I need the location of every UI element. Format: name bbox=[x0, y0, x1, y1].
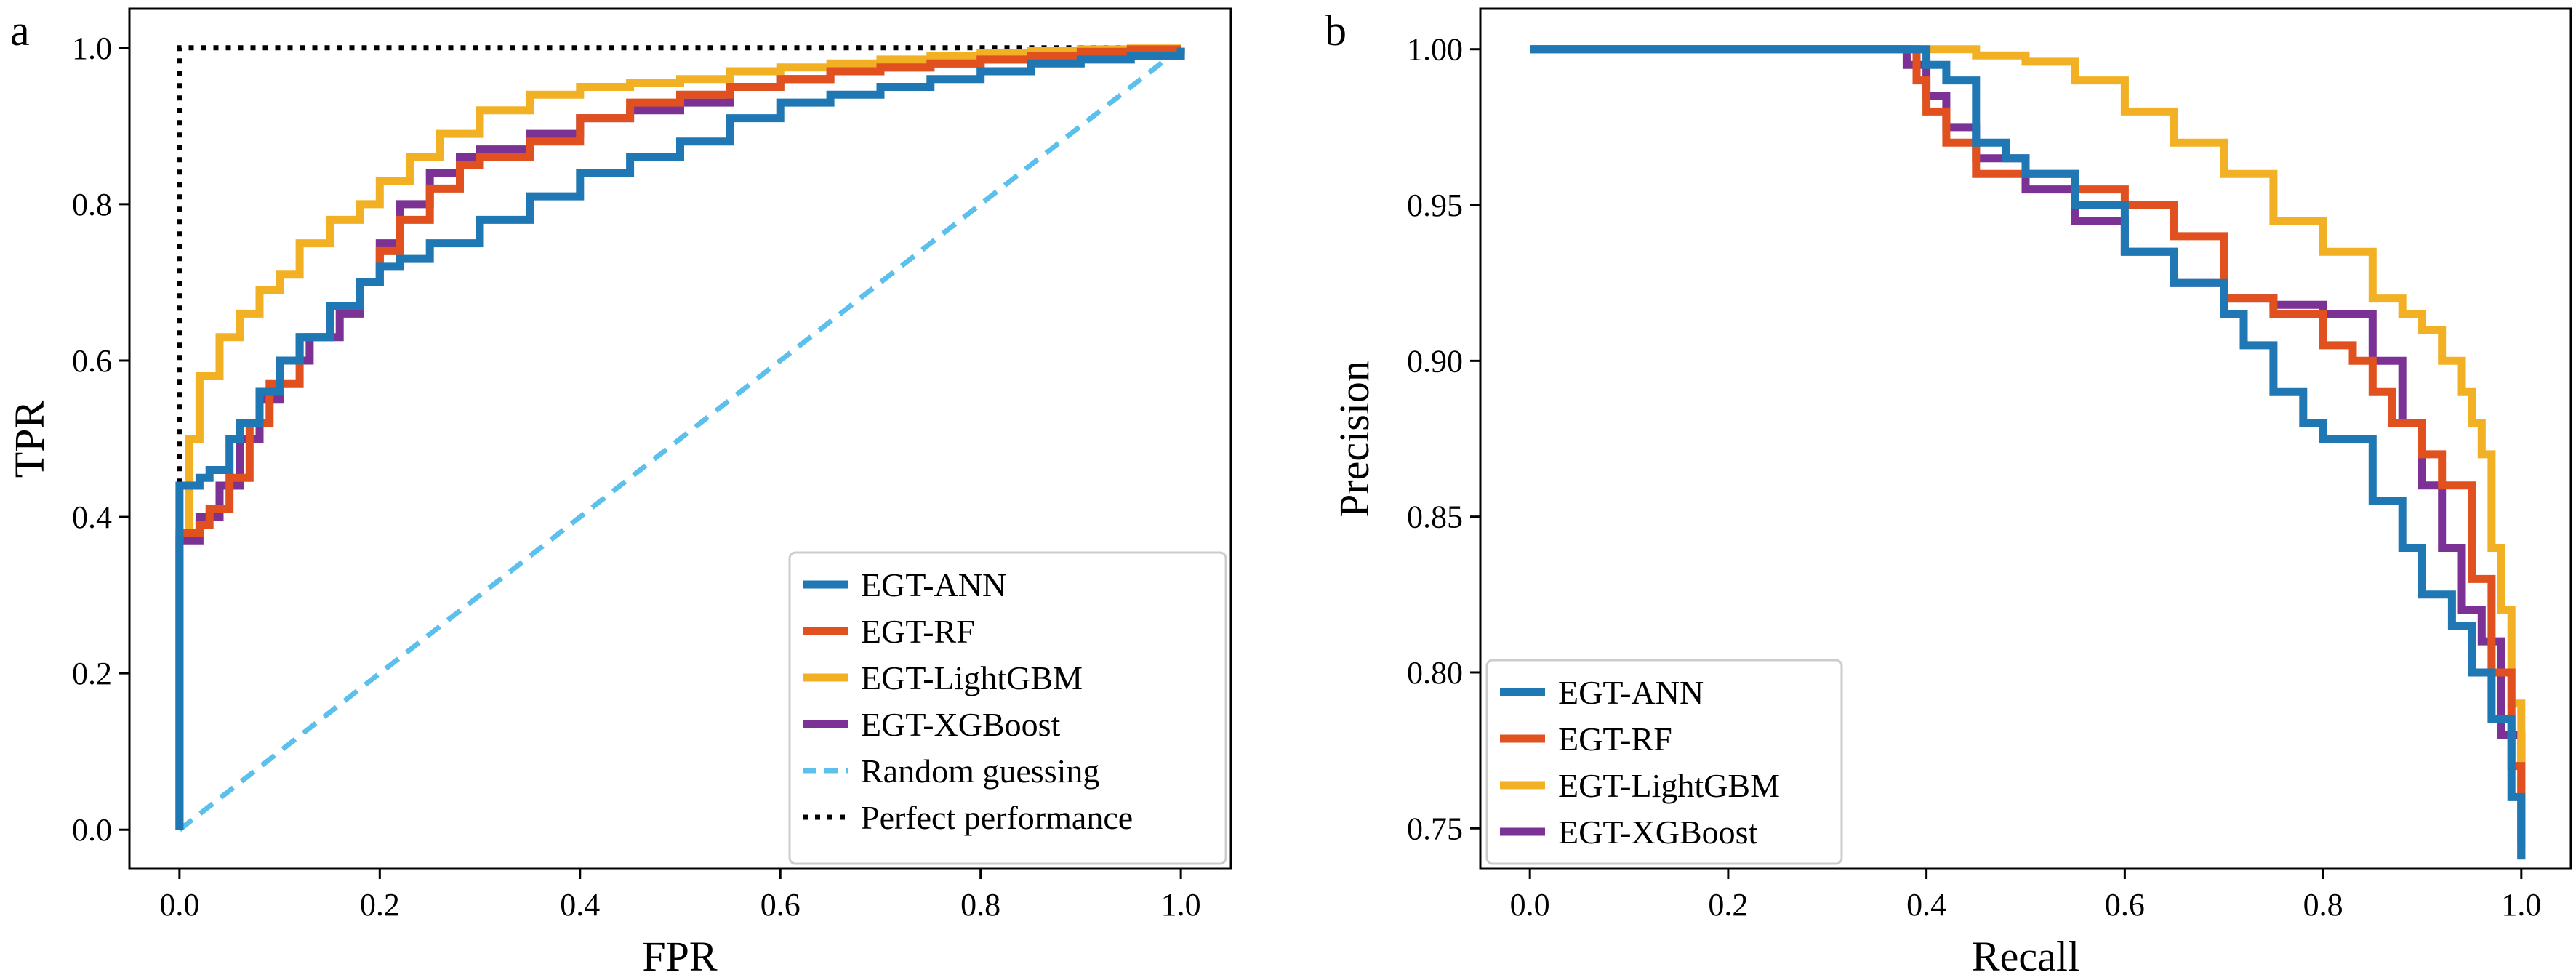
panel-b-y-tick-label: 0.75 bbox=[1407, 811, 1463, 846]
panel-b-y-tick-label: 0.90 bbox=[1407, 343, 1463, 379]
panel-a-legend-label: EGT-ANN bbox=[861, 566, 1006, 603]
panel-a-y-axis-label: TPR bbox=[6, 401, 53, 478]
panel-b-legend: EGT-ANN EGT-RF EGT-LightGBM EGT-XGBoost bbox=[1485, 659, 1843, 865]
panel-a-y-tick-label: 0.2 bbox=[72, 656, 112, 691]
panel-b-series-egt-ann bbox=[1530, 45, 2526, 860]
panel-a-ticks: 0.0 0.2 0.4 0.6 0.8 1.0 0.0 0.2 0.4 0.6 0.8 1.0 bbox=[72, 31, 1201, 923]
panel-a-legend-label: Random guessing bbox=[861, 752, 1099, 790]
panel-b-plot-frame bbox=[1479, 7, 2572, 870]
panel-a-legend-label: EGT-XGBoost bbox=[861, 706, 1061, 743]
panel-a-x-axis-label: FPR bbox=[642, 933, 718, 980]
panel-b-legend-label: EGT-XGBoost bbox=[1558, 814, 1758, 851]
panel-a-legend-box bbox=[788, 551, 1227, 865]
panel-a-series-egt-ann bbox=[175, 47, 1185, 830]
panel-a-legend-label: Perfect performance bbox=[861, 799, 1133, 836]
panel-a-x-tick-label: 1.0 bbox=[1161, 887, 1201, 923]
panel-b-pr-chart: b 0.0 0.2 0.4 0.6 0.8 1.0 0.75 0.80 0.85 0.90 0.95… bbox=[1325, 7, 2572, 980]
panel-a-x-tick-label: 0.6 bbox=[761, 887, 801, 923]
panel-a-x-tick-label: 0.0 bbox=[159, 887, 199, 923]
panel-a-legend-label: EGT-RF bbox=[861, 613, 975, 650]
panel-b-legend-label: EGT-ANN bbox=[1558, 674, 1704, 711]
panel-a-y-tick-label: 0.6 bbox=[72, 343, 112, 379]
panel-a-y-tick-label: 1.0 bbox=[72, 31, 112, 66]
panel-b-y-tick-label: 1.00 bbox=[1407, 32, 1463, 68]
panel-b-y-tick-label: 0.80 bbox=[1407, 655, 1463, 691]
panel-b-x-axis-label: Recall bbox=[1972, 933, 2079, 980]
panel-a-y-tick-label: 0.0 bbox=[72, 812, 112, 848]
panel-a-series-random-guessing bbox=[177, 46, 1183, 832]
panel-b-x-tick-label: 1.0 bbox=[2501, 887, 2541, 923]
panel-b-legend-label: EGT-RF bbox=[1558, 720, 1672, 758]
panel-b-x-tick-label: 0.0 bbox=[1510, 887, 1550, 923]
panel-b-y-tick-label: 0.85 bbox=[1407, 499, 1463, 535]
panel-b-legend-box bbox=[1485, 659, 1843, 865]
panel-b-series-egt-lightgbm bbox=[1530, 45, 2526, 829]
panel-b-series bbox=[1530, 45, 2526, 860]
panel-a-x-tick-label: 0.8 bbox=[960, 887, 1000, 923]
panel-a-series bbox=[175, 44, 1185, 832]
panel-b-ticks: 0.0 0.2 0.4 0.6 0.8 1.0 0.75 0.80 0.85 0.90 0.95 1.… bbox=[1407, 32, 2541, 923]
panel-a-y-tick-label: 0.8 bbox=[72, 187, 112, 222]
panel-a-legend-label: EGT-LightGBM bbox=[861, 659, 1083, 696]
panel-b-x-tick-label: 0.6 bbox=[2105, 887, 2145, 923]
panel-a-legend: EGT-ANN EGT-RF EGT-LightGBM EGT-XGBoost Rand… bbox=[788, 551, 1227, 865]
panel-a-y-tick-label: 0.4 bbox=[72, 499, 112, 535]
panel-b-x-tick-label: 0.4 bbox=[1906, 887, 1946, 923]
panel-a-x-tick-label: 0.2 bbox=[360, 887, 400, 923]
panel-a-series-egt-lightgbm bbox=[175, 44, 1185, 830]
panel-a-plot-frame bbox=[128, 7, 1232, 870]
panel-b-x-tick-label: 0.8 bbox=[2303, 887, 2343, 923]
panel-a-letter: a bbox=[10, 7, 30, 55]
panel-b-legend-label: EGT-LightGBM bbox=[1558, 767, 1780, 804]
panel-a-x-tick-label: 0.4 bbox=[560, 887, 600, 923]
panel-b-y-tick-label: 0.95 bbox=[1407, 188, 1463, 223]
panel-b-y-axis-label: Precision bbox=[1331, 361, 1378, 518]
panel-b-x-tick-label: 0.2 bbox=[1708, 887, 1748, 923]
panel-b-letter: b bbox=[1325, 7, 1347, 55]
panel-b-series-egt-rf bbox=[1530, 45, 2526, 844]
panel-a-roc-chart: a 0.0 0.2 0.4 0.6 0.8 1.0 0.0 0.2 0.4 0.6 0.8 1.0 F… bbox=[6, 7, 1232, 980]
